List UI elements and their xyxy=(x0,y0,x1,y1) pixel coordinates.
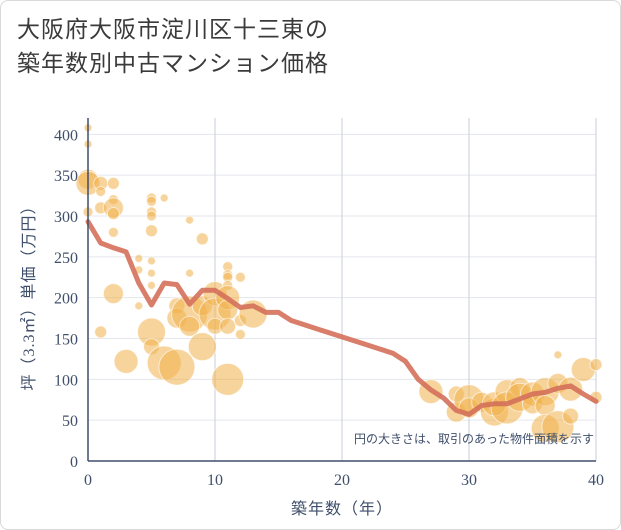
data-bubble xyxy=(185,215,195,225)
x-tick-label: 20 xyxy=(334,472,350,489)
data-bubble xyxy=(159,193,169,203)
y-tick-label: 50 xyxy=(62,413,78,430)
axes: 0 50 100 150 200 250 300 350 400 0 10 20 30 40 xyxy=(54,118,604,489)
data-bubble xyxy=(211,362,245,396)
data-bubble xyxy=(94,325,108,339)
data-bubble xyxy=(147,256,156,266)
data-bubble xyxy=(219,317,237,335)
y-tick-label: 300 xyxy=(54,209,78,226)
data-bubble xyxy=(106,207,120,221)
trend-line-series xyxy=(85,219,599,417)
y-tick-label: 200 xyxy=(54,291,78,308)
y-tick-label: 0 xyxy=(70,454,78,471)
data-bubble xyxy=(134,301,144,311)
data-bubble xyxy=(146,195,157,207)
data-bubble xyxy=(562,407,580,425)
data-bubble xyxy=(147,280,156,290)
data-bubble xyxy=(134,253,144,263)
data-bubble xyxy=(107,226,119,238)
size-note: 円の大きさは、取引のあった物件面積を示す xyxy=(354,431,594,446)
trend-line xyxy=(85,219,599,417)
data-bubble xyxy=(234,271,246,283)
chart-title-line-2: 築年数別中古マンション価格 xyxy=(17,51,329,77)
data-bubble xyxy=(102,283,124,305)
y-tick-label: 350 xyxy=(54,168,78,185)
y-tick-label: 400 xyxy=(54,127,78,144)
x-axis-label: 築年数（年） xyxy=(291,500,393,518)
data-bubble xyxy=(589,358,603,372)
bubble-series xyxy=(75,123,603,444)
data-bubble xyxy=(179,315,201,337)
data-bubble xyxy=(185,268,195,278)
x-tick-label: 0 xyxy=(84,472,92,489)
x-tick-label: 10 xyxy=(207,472,223,489)
y-tick-label: 100 xyxy=(54,372,78,389)
x-tick-label: 40 xyxy=(588,472,604,489)
data-bubble xyxy=(158,348,196,386)
data-bubble xyxy=(145,224,158,238)
data-bubble xyxy=(195,232,209,246)
data-bubble xyxy=(187,332,217,362)
x-tick-label: 30 xyxy=(461,472,477,489)
y-axis-label: 坪（3.3㎡）単価（万円） xyxy=(20,197,38,390)
data-bubble xyxy=(113,348,139,374)
y-tick-label: 150 xyxy=(54,332,78,349)
data-bubble xyxy=(146,210,157,222)
data-bubble xyxy=(95,186,107,197)
data-bubble xyxy=(106,176,120,190)
data-bubble xyxy=(234,328,246,340)
y-tick-label: 250 xyxy=(54,250,78,267)
chart-title-line-1: 大阪府大阪市淀川区十三東の xyxy=(17,17,329,43)
chart-title: 大阪府大阪市淀川区十三東の 築年数別中古マンション価格 xyxy=(17,13,329,81)
data-bubble xyxy=(147,268,156,278)
data-bubble xyxy=(553,350,563,360)
